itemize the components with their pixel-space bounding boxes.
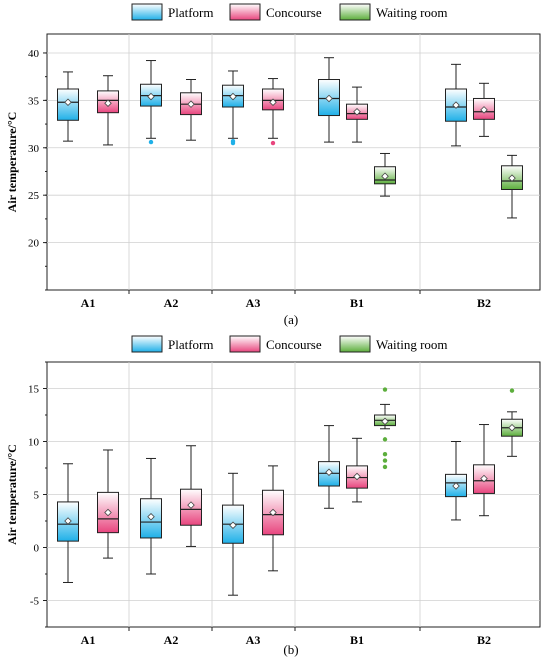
mean-marker-concourse-b1 [353, 107, 361, 116]
mean-marker-platform-b2 [452, 101, 460, 109]
y-tick-label: 40 [28, 48, 40, 60]
mean-marker-platform-a1 [64, 517, 72, 525]
mean-marker-concourse-b2 [480, 106, 488, 114]
mean-marker-waiting-room-b2 [508, 174, 516, 182]
x-category-label: B1 [350, 296, 364, 310]
mean-marker-platform-b2 [452, 482, 460, 490]
y-axis-title: Air temperature/°C [5, 444, 19, 545]
x-category-label: A3 [246, 296, 261, 310]
y-tick-label: 5 [34, 490, 40, 502]
mean-marker-platform-a2 [147, 512, 155, 521]
outlier-point-waiting-room-b1 [382, 452, 388, 457]
outlier-point-platform-a2 [148, 139, 154, 145]
legend-label: Platform [168, 5, 214, 20]
y-tick-label: 20 [28, 238, 40, 250]
y-tick-label: 15 [28, 384, 40, 396]
legend-swatch-concourse [229, 335, 261, 353]
y-tick-label: -5 [30, 596, 40, 608]
mean-marker-platform-b1 [325, 94, 333, 103]
legend-label: Waiting room [376, 5, 448, 20]
mean-marker-concourse-a3 [269, 98, 277, 107]
x-category-label: A3 [246, 633, 261, 647]
x-category-label: B2 [477, 296, 491, 310]
mean-marker-platform-a1 [64, 98, 72, 107]
panel-label: (a) [284, 312, 298, 327]
mean-marker-waiting-room-b1 [381, 172, 389, 180]
mean-marker-platform-a3 [229, 521, 237, 530]
x-category-label: A2 [164, 633, 179, 647]
mean-marker-concourse-a2 [187, 501, 195, 509]
mean-marker-waiting-room-b1 [381, 417, 389, 426]
mean-marker-concourse-a1 [104, 508, 112, 517]
y-tick-label: 0 [34, 543, 40, 555]
legend-label: Waiting room [376, 337, 448, 352]
mean-marker-platform-a3 [229, 92, 237, 101]
mean-marker-platform-b1 [325, 468, 333, 477]
legend-swatch-platform [131, 335, 163, 353]
mean-marker-concourse-a2 [187, 100, 195, 108]
outlier-point-waiting-room-b1 [382, 437, 388, 442]
x-category-label: A2 [164, 296, 179, 310]
outlier-point-concourse-a3 [270, 140, 276, 146]
x-category-label: B2 [477, 633, 491, 647]
y-tick-label: 35 [28, 95, 40, 107]
mean-marker-concourse-a3 [269, 508, 277, 517]
x-category-label: B1 [350, 633, 364, 647]
outlier-point-waiting-room-b1 [382, 464, 388, 470]
legend-swatch-concourse [229, 3, 261, 21]
y-tick-label: 10 [28, 437, 40, 449]
y-tick-label: 25 [28, 190, 40, 202]
legend-label: Platform [168, 337, 214, 352]
mean-marker-platform-a2 [147, 92, 155, 101]
y-axis-title: Air temperature/°C [5, 112, 19, 213]
outlier-point-waiting-room-b2 [509, 388, 515, 393]
panel-label: (b) [283, 642, 298, 657]
legend-label: Concourse [266, 5, 322, 20]
legend-swatch-waiting-room [339, 3, 371, 21]
outlier-point-platform-a3 [230, 138, 236, 144]
outlier-point-waiting-room-b1 [382, 458, 388, 463]
y-tick-label: 30 [28, 143, 40, 155]
x-category-label: A1 [81, 296, 96, 310]
plot-frame [46, 33, 541, 291]
mean-marker-concourse-b1 [353, 472, 361, 481]
outlier-point-waiting-room-b1 [382, 387, 388, 392]
legend-swatch-waiting-room [339, 335, 371, 353]
mean-marker-concourse-a1 [104, 99, 112, 107]
mean-marker-waiting-room-b2 [508, 423, 516, 432]
legend-label: Concourse [266, 337, 322, 352]
mean-marker-concourse-b2 [480, 474, 488, 483]
x-category-label: A1 [81, 633, 96, 647]
legend-swatch-platform [131, 3, 163, 21]
